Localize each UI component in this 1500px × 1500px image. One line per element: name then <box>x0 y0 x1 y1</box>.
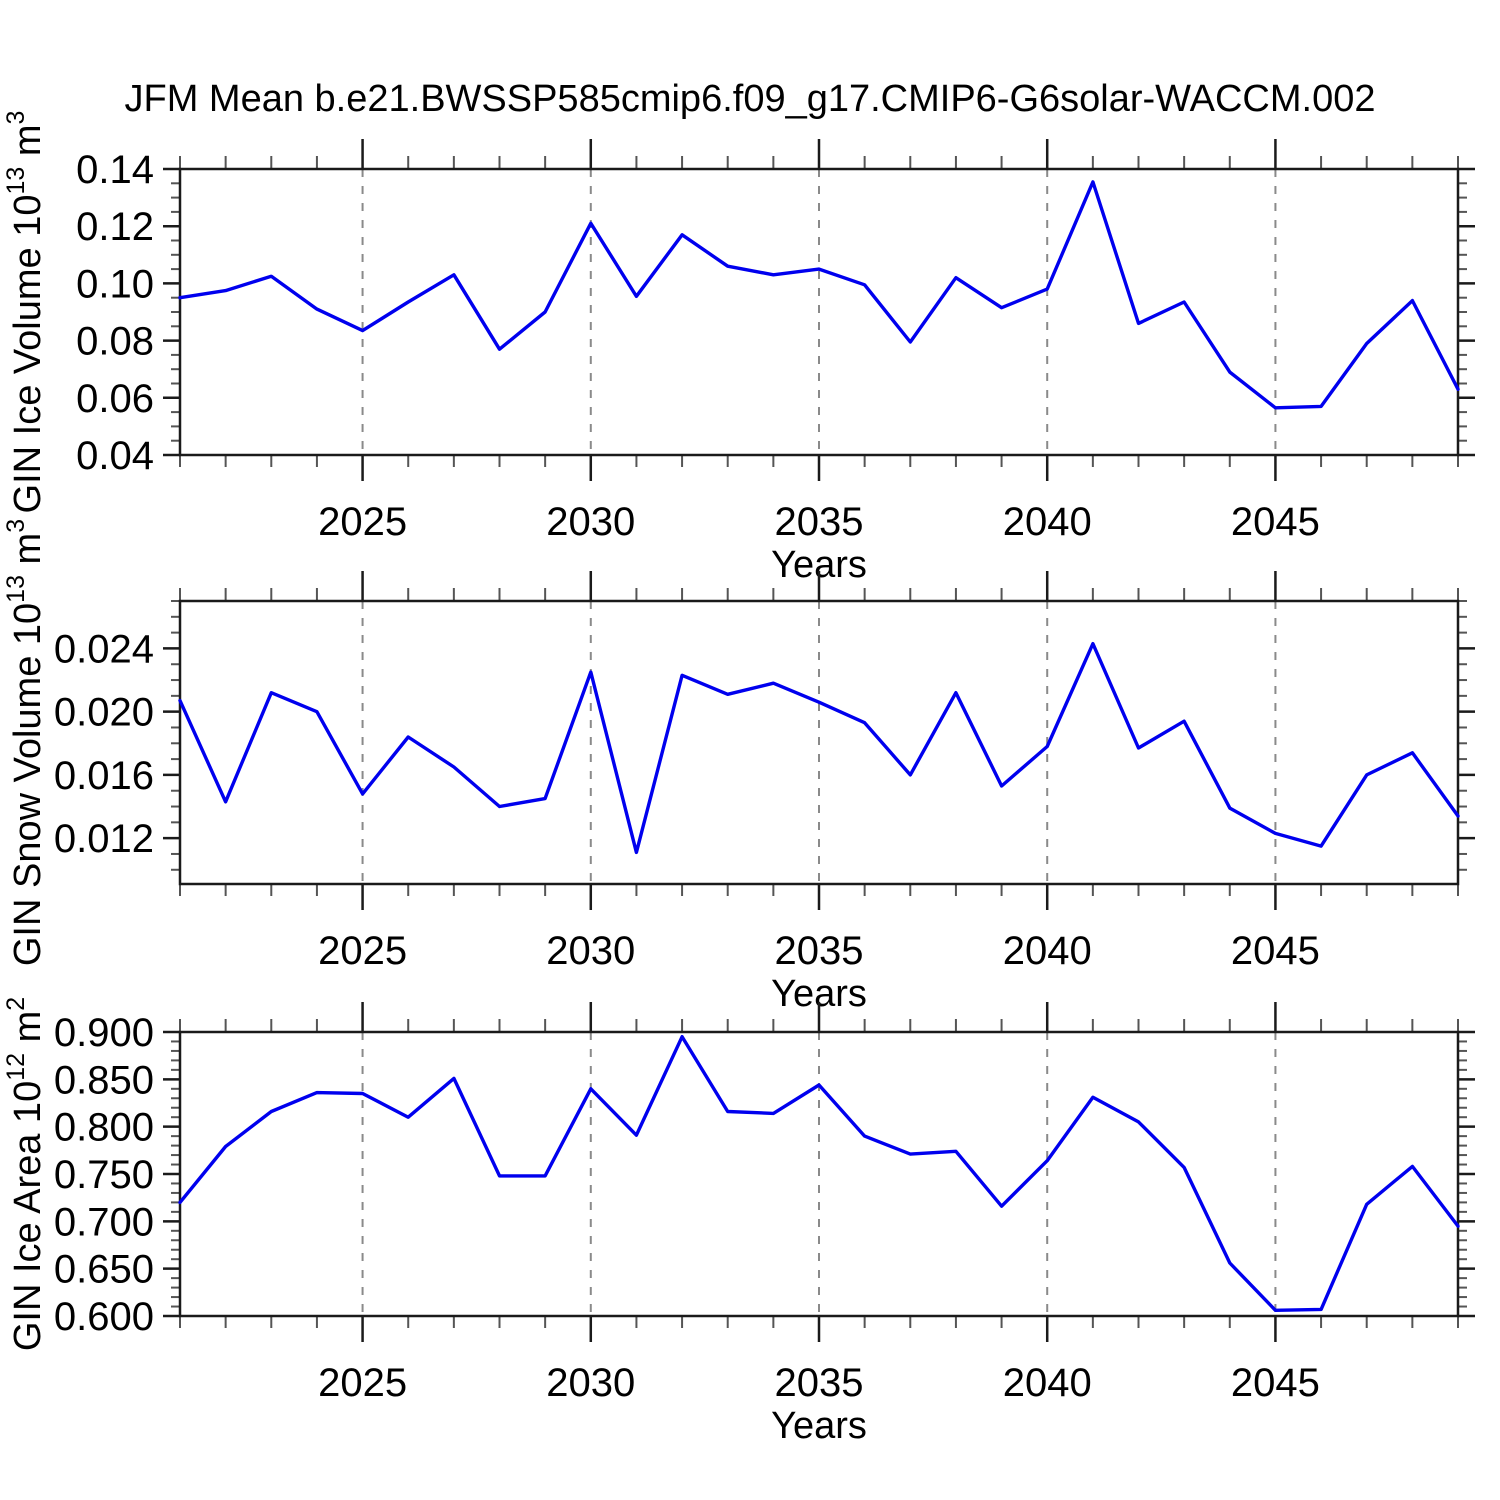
gin-snow-volume-ylabel: GIN Snow Volume 1013 m3 <box>2 519 49 966</box>
gin-ice-area-line <box>178 1034 1460 1313</box>
gin-snow-volume-ytick-label: 0.020 <box>54 691 154 735</box>
gin-ice-volume-panel: 0.04 0.06 0.08 0.10 0.12 0.14 2025 2030 2035 2040… <box>2 111 1475 586</box>
gin-ice-volume-ytick-label: 0.08 <box>76 320 154 364</box>
gin-ice-volume-line <box>178 180 1460 410</box>
gin-snow-volume-ytick-label: 0.024 <box>54 627 154 671</box>
chart-title: JFM Mean b.e21.BWSSP585cmip6.f09_g17.CMI… <box>124 78 1376 120</box>
gin-ice-volume-ytick-label: 0.04 <box>76 434 154 478</box>
gin-ice-area-xtick-label: 2030 <box>546 1361 635 1405</box>
gin-snow-volume-panel: 0.012 0.016 0.020 0.024 2025 2030 2035 2040 2045… <box>2 519 1475 1015</box>
gin-ice-area-ytick-label: 0.650 <box>54 1248 154 1292</box>
gin-snow-volume-xtick-label: 2040 <box>1003 929 1092 973</box>
gin-ice-area-ytick-label: 0.600 <box>54 1295 154 1339</box>
gin-snow-volume-frame <box>178 599 1460 886</box>
gin-ice-volume-xtick-label: 2030 <box>546 500 635 544</box>
gin-ice-area-ytick-label: 0.850 <box>54 1058 154 1102</box>
gin-ice-area-xtick-label: 2040 <box>1003 1361 1092 1405</box>
gin-snow-volume-xtick-label: 2025 <box>318 929 407 973</box>
gin-ice-volume-xtick-label: 2035 <box>775 500 864 544</box>
gin-ice-volume-ytick-label: 0.10 <box>76 262 154 306</box>
gin-ice-area-ytick-label: 0.750 <box>54 1153 154 1197</box>
gin-ice-volume-frame <box>178 167 1460 457</box>
gin-ice-volume-ytick-label: 0.14 <box>76 148 154 192</box>
gin-ice-area-xlabel: Years <box>771 1405 867 1447</box>
gin-ice-area-frame <box>178 1030 1460 1318</box>
gin-snow-volume-ytick-label: 0.012 <box>54 817 154 861</box>
gin-ice-volume-ylabel: GIN Ice Volume 1013 m3 <box>2 111 49 514</box>
gin-snow-volume-xtick-label: 2030 <box>546 929 635 973</box>
gin-ice-area-xtick-label: 2045 <box>1231 1361 1320 1405</box>
gin-ice-area-ytick-label: 0.900 <box>54 1011 154 1055</box>
gin-ice-area-ylabel: GIN Ice Area 1012 m2 <box>2 997 49 1351</box>
gin-snow-volume-xtick-label: 2035 <box>775 929 864 973</box>
gin-ice-volume-xtick-label: 2025 <box>318 500 407 544</box>
gin-snow-volume-ytick-label: 0.016 <box>54 754 154 798</box>
gin-ice-area-xtick-label: 2025 <box>318 1361 407 1405</box>
gin-ice-area-xtick-label: 2035 <box>775 1361 864 1405</box>
gin-ice-area-ytick-label: 0.800 <box>54 1106 154 1150</box>
gin-ice-volume-ytick-label: 0.06 <box>76 377 154 421</box>
gin-ice-volume-ytick-label: 0.12 <box>76 205 154 249</box>
gin-snow-volume-line <box>178 642 1460 855</box>
gin-ice-volume-xtick-label: 2045 <box>1231 500 1320 544</box>
gin-ice-volume-xtick-label: 2040 <box>1003 500 1092 544</box>
gin-ice-area-ytick-label: 0.700 <box>54 1200 154 1244</box>
gin-snow-volume-xtick-label: 2045 <box>1231 929 1320 973</box>
